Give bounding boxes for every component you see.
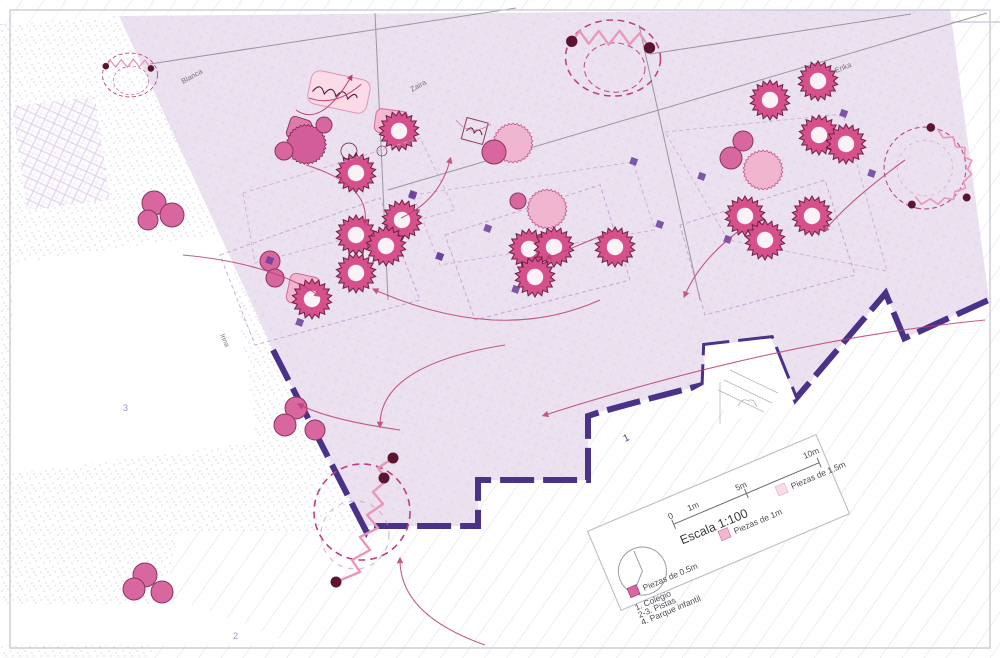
svg-text:3: 3 <box>123 403 128 413</box>
svg-text:2: 2 <box>233 631 238 641</box>
